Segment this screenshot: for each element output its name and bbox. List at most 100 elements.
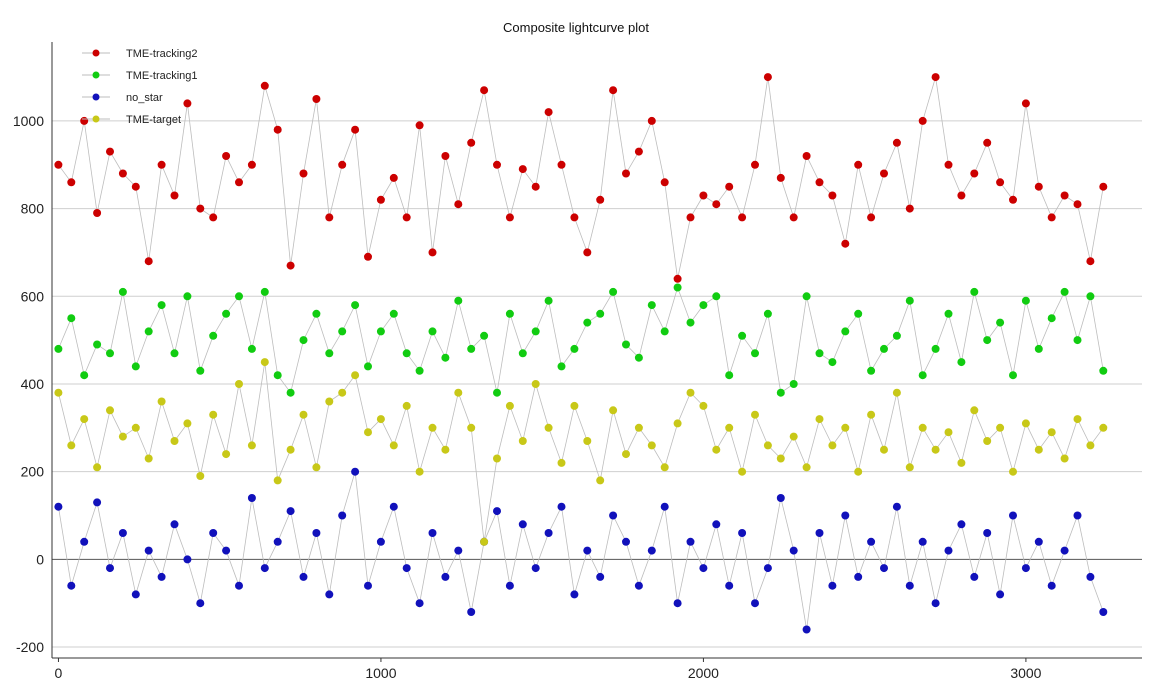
data-point <box>415 366 424 375</box>
tick-labels: -200 0 200 400 600 800 1000 0 1000 2000 3000 <box>13 113 1042 681</box>
data-point <box>841 511 850 520</box>
data-point <box>80 415 89 424</box>
data-point <box>673 274 682 283</box>
data-point <box>247 441 256 450</box>
data-point <box>376 415 385 424</box>
data-point <box>1047 581 1056 590</box>
x-tick-label: 2000 <box>688 665 719 681</box>
data-point <box>712 520 721 529</box>
data-point <box>957 191 966 200</box>
data-point <box>854 572 863 581</box>
data-point <box>828 441 837 450</box>
data-point <box>67 441 76 450</box>
data-point <box>880 169 888 178</box>
data-point <box>957 520 966 529</box>
data-point <box>454 388 463 397</box>
data-point <box>1073 336 1082 345</box>
data-point <box>763 309 772 318</box>
data-point <box>299 169 308 178</box>
data-point <box>351 467 360 476</box>
data-point <box>622 537 630 546</box>
data-point <box>557 502 566 511</box>
data-point <box>389 173 398 182</box>
legend-item[interactable]: TME-tracking2 <box>82 48 198 60</box>
data-point <box>854 309 863 318</box>
data-point <box>905 581 914 590</box>
legend-item[interactable]: TME-target <box>82 114 181 126</box>
data-point <box>776 173 785 182</box>
data-point <box>273 125 282 134</box>
legend-item[interactable]: TME-tracking1 <box>82 70 198 82</box>
data-point <box>273 476 282 485</box>
data-point <box>518 349 527 358</box>
data-point <box>931 344 940 353</box>
data-point <box>1060 454 1069 463</box>
data-point <box>170 191 179 200</box>
data-point <box>480 537 489 546</box>
data-point <box>776 494 785 502</box>
data-point <box>544 108 553 117</box>
data-point <box>725 423 734 432</box>
data-point <box>338 388 347 397</box>
data-point <box>1073 200 1082 209</box>
data-point <box>970 169 979 178</box>
data-point <box>196 599 205 608</box>
data-point <box>338 511 347 520</box>
data-point <box>647 301 656 310</box>
data-point <box>93 463 102 472</box>
data-point <box>1073 511 1082 520</box>
data-point <box>106 349 114 358</box>
data-point <box>789 432 798 441</box>
data-point <box>1047 428 1056 437</box>
legend-item[interactable]: no_star <box>82 92 163 104</box>
data-point <box>493 507 501 516</box>
data-point <box>1034 445 1043 454</box>
data-point <box>596 195 605 204</box>
data-point <box>841 423 850 432</box>
data-point <box>544 423 553 432</box>
legend-marker <box>92 71 100 79</box>
data-point <box>647 441 656 450</box>
data-point <box>428 423 437 432</box>
data-point <box>467 138 476 147</box>
data-point <box>905 296 914 305</box>
data-point <box>415 467 424 476</box>
legend-label: TME-tracking2 <box>126 48 198 60</box>
legend-marker <box>92 49 100 57</box>
data-point <box>699 564 708 573</box>
data-point <box>531 327 540 336</box>
data-point <box>647 116 656 125</box>
data-point <box>389 441 398 450</box>
data-point <box>854 467 863 476</box>
data-point <box>209 213 218 222</box>
data-point <box>738 467 747 476</box>
data-point <box>944 160 953 169</box>
data-point <box>480 86 489 95</box>
x-tick-label: 0 <box>55 665 63 681</box>
data-point <box>983 336 992 345</box>
data-point <box>428 248 437 257</box>
data-point <box>970 287 979 296</box>
data-point <box>738 331 747 340</box>
data-point <box>183 555 192 564</box>
data-point <box>196 204 205 213</box>
series-points-TME-target <box>54 358 1108 546</box>
data-point <box>815 178 824 187</box>
data-point <box>725 371 734 380</box>
data-point <box>1047 314 1056 323</box>
data-point <box>686 318 695 327</box>
data-point <box>131 590 140 599</box>
data-point <box>944 309 953 318</box>
data-point <box>738 213 747 222</box>
data-point <box>828 581 837 590</box>
data-point <box>428 529 437 537</box>
data-point <box>1086 572 1095 581</box>
data-point <box>983 529 992 537</box>
data-point <box>957 358 966 367</box>
data-point <box>505 581 514 590</box>
data-point <box>815 415 824 424</box>
data-point <box>660 178 669 187</box>
data-point <box>325 213 334 222</box>
data-point <box>867 213 876 222</box>
legend[interactable]: TME-tracking2 TME-tracking1 no_star TME-tar… <box>82 48 198 126</box>
